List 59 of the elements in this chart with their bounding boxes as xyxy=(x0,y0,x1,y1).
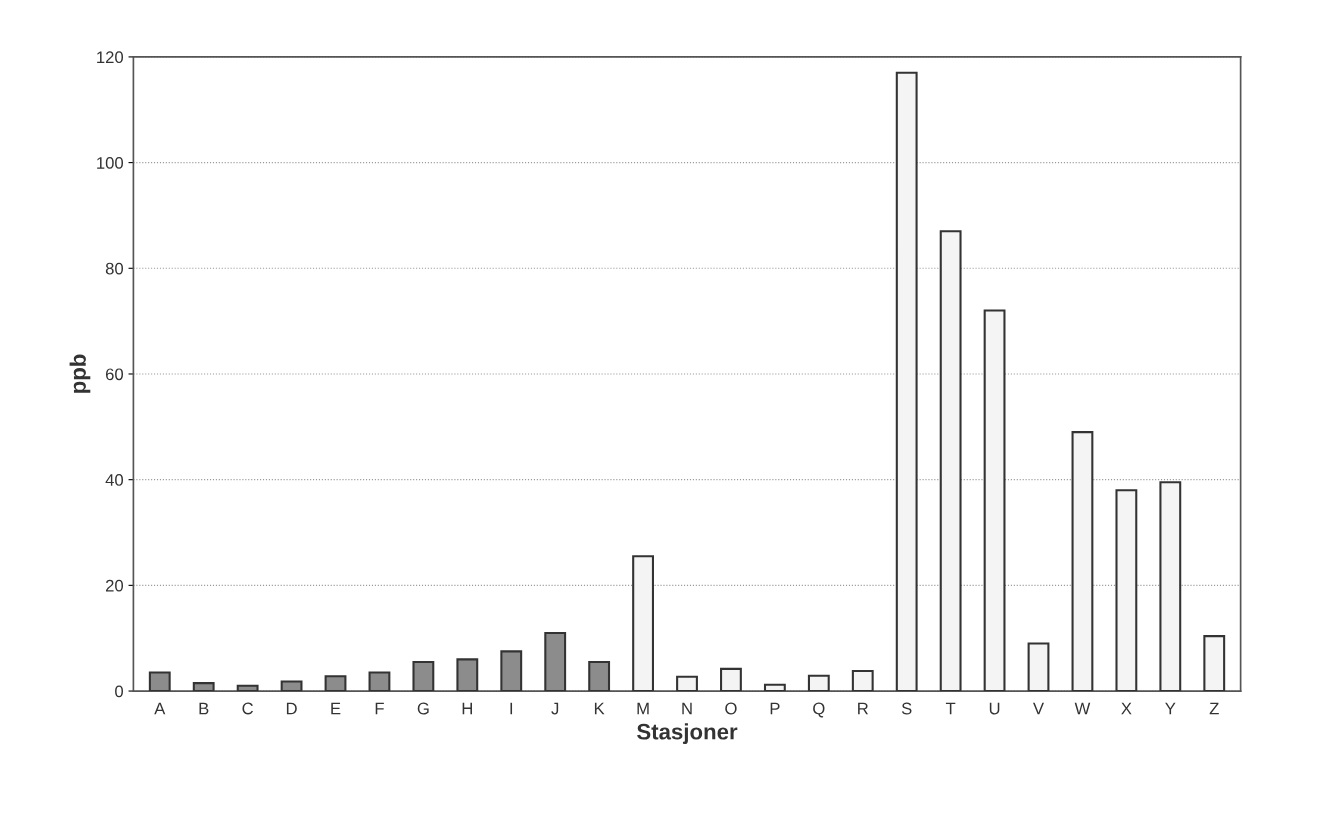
bar xyxy=(807,674,830,692)
x-tick-label: Z xyxy=(1209,702,1219,715)
bar xyxy=(280,680,303,692)
x-tick-label: K xyxy=(594,702,605,715)
x-tick-label: P xyxy=(770,702,780,715)
x-tick-label: U xyxy=(989,702,1000,715)
x-tick-label: D xyxy=(286,702,297,715)
x-tick-label: O xyxy=(725,702,737,715)
x-tick-label: B xyxy=(199,702,209,715)
x-tick-label: X xyxy=(1121,702,1132,715)
x-tick-label: Q xyxy=(813,702,825,718)
bar xyxy=(1027,642,1050,692)
bar xyxy=(236,684,259,692)
x-axis-title: Stasjoner xyxy=(637,723,738,744)
y-tick-label: 60 xyxy=(105,368,124,381)
y-tick-label: 120 xyxy=(97,51,124,64)
bar xyxy=(324,675,347,692)
y-tick-label: 100 xyxy=(97,157,124,169)
x-tick-label: F xyxy=(375,702,384,715)
bar xyxy=(588,660,611,692)
bar xyxy=(456,658,479,692)
x-tick-label: R xyxy=(858,702,868,715)
x-tick-label: A xyxy=(154,702,166,715)
bar xyxy=(763,683,786,692)
bar xyxy=(851,669,874,692)
x-tick-label: H xyxy=(462,702,472,715)
y-tick-label: 0 xyxy=(115,685,124,698)
x-tick-label: V xyxy=(1033,702,1044,715)
x-tick-label: Y xyxy=(1165,702,1176,715)
y-tick-label: 40 xyxy=(105,474,124,486)
bar xyxy=(192,682,215,692)
x-tick-label: W xyxy=(1074,702,1091,715)
bar xyxy=(412,660,435,692)
bar xyxy=(1115,489,1138,692)
y-tick-label: 80 xyxy=(105,262,124,275)
bar xyxy=(544,631,567,692)
x-tick-label: M xyxy=(637,702,649,715)
bar xyxy=(895,71,918,692)
y-tick-label: 20 xyxy=(105,579,124,592)
bar xyxy=(500,650,523,692)
bar xyxy=(939,230,962,692)
bar xyxy=(1071,431,1094,692)
bar xyxy=(148,671,171,692)
bar xyxy=(1159,481,1182,692)
y-axis-title: ppb xyxy=(69,354,91,393)
bar xyxy=(368,671,391,692)
x-tick-label: S xyxy=(901,702,912,715)
bar xyxy=(676,675,698,692)
bar xyxy=(983,309,1006,692)
x-tick-label: I xyxy=(510,702,513,715)
x-tick-label: T xyxy=(945,702,956,715)
x-tick-label: J xyxy=(551,702,559,715)
x-tick-label: G xyxy=(417,702,429,715)
x-tick-label: C xyxy=(242,702,254,715)
bar xyxy=(720,667,742,692)
x-tick-label: E xyxy=(331,702,341,715)
x-tick-label: N xyxy=(682,702,692,715)
bar xyxy=(1203,635,1226,692)
bar xyxy=(632,555,654,692)
